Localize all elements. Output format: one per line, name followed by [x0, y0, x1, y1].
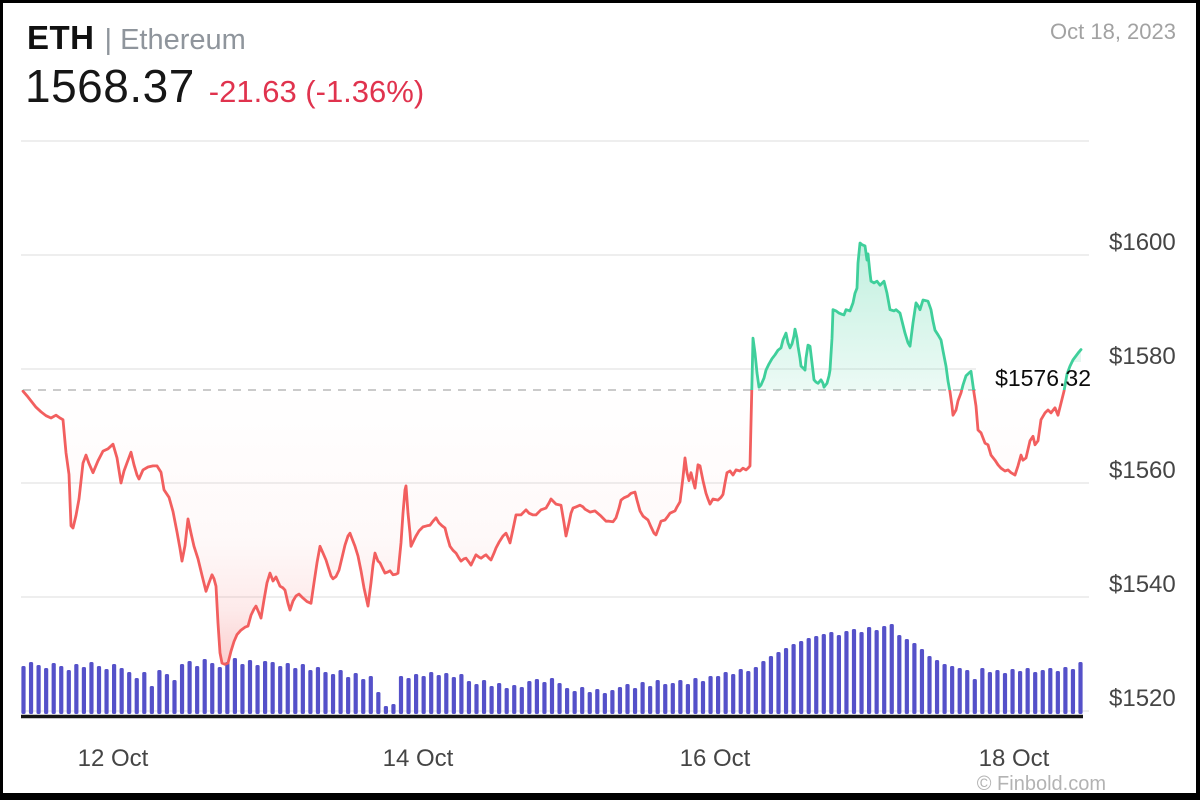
- y-tick-1580: $1580: [1109, 343, 1176, 370]
- watermark: © Finbold.com: [976, 773, 1106, 795]
- price-chart[interactable]: [3, 3, 1196, 793]
- symbol-ticker: ETH: [27, 19, 95, 56]
- x-tick-12oct: 12 Oct: [77, 745, 149, 772]
- price-row: 1568.37 -21.63 (-1.36%): [25, 59, 424, 113]
- y-tick-1520: $1520: [1109, 685, 1176, 712]
- y-tick-1540: $1540: [1109, 571, 1176, 598]
- y-tick-1600: $1600: [1109, 229, 1176, 256]
- price-change: -21.63 (-1.36%): [208, 74, 425, 109]
- x-tick-16oct: 16 Oct: [679, 745, 751, 772]
- symbol-name: | Ethereum: [104, 24, 246, 56]
- header: ETH | Ethereum: [27, 19, 246, 57]
- baseline-price-label: $1576.32: [995, 365, 1091, 391]
- x-tick-14oct: 14 Oct: [382, 745, 454, 772]
- x-tick-18oct: 18 Oct: [978, 745, 1050, 772]
- y-tick-1560: $1560: [1109, 457, 1176, 484]
- current-price: 1568.37: [25, 60, 195, 112]
- date-label: Oct 18, 2023: [1050, 19, 1176, 44]
